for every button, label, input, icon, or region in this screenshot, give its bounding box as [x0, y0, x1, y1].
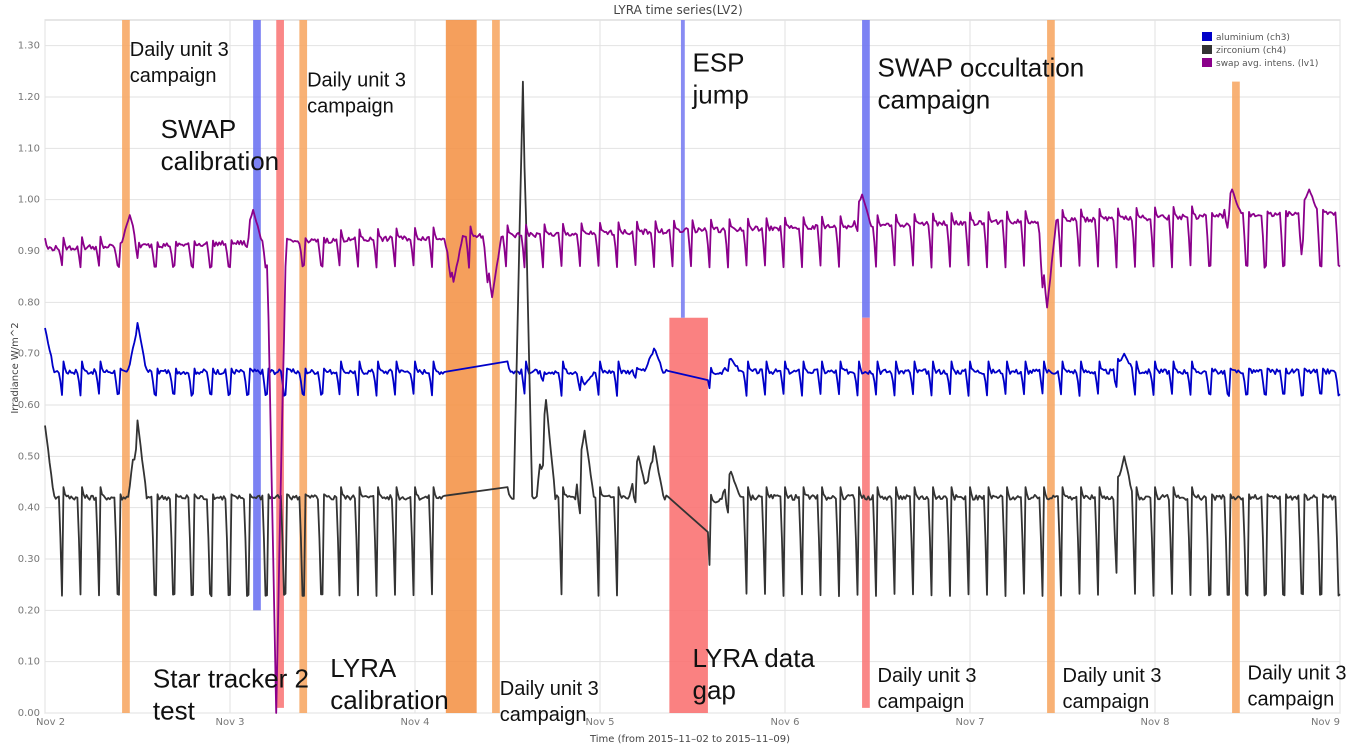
- x-axis-label: Time (from 2015–11–02 to 2015–11–09): [589, 734, 790, 745]
- annotation-label: SWAP occultation: [878, 52, 1085, 82]
- legend-swatch: [1202, 58, 1212, 67]
- x-tick-label: Nov 4: [400, 717, 429, 728]
- y-tick-label: 0.10: [18, 657, 40, 668]
- annotation-label: campaign: [1248, 689, 1335, 711]
- shaded-region: [862, 317, 870, 708]
- x-tick-label: Nov 6: [770, 717, 799, 728]
- annotations: Daily unit 3campaignSWAPcalibrationDaily…: [130, 39, 1347, 726]
- y-tick-label: 0.00: [18, 708, 40, 719]
- x-tick-label: Nov 5: [585, 717, 614, 728]
- annotation-label: Daily unit 3: [500, 678, 599, 700]
- annotation-label: Daily unit 3: [307, 70, 406, 92]
- annotation-label: ESP: [693, 47, 745, 77]
- x-tick-label: Nov 3: [215, 717, 244, 728]
- y-tick-label: 1.00: [18, 195, 40, 206]
- chart-title: LYRA time series(LV2): [613, 3, 742, 17]
- y-tick-label: 0.30: [18, 554, 40, 565]
- annotation-label: Daily unit 3: [1248, 663, 1347, 685]
- annotation-label: jump: [692, 79, 749, 109]
- shaded-region: [299, 20, 308, 713]
- y-axis-label: Irradiance W/m^2: [10, 322, 21, 413]
- series-line: [44, 322, 1341, 397]
- x-tick-label: Nov 9: [1311, 717, 1340, 728]
- annotation-label: campaign: [500, 704, 587, 726]
- annotation-label: campaign: [130, 65, 217, 87]
- y-tick-label: 0.80: [18, 297, 40, 308]
- shaded-region: [445, 20, 477, 713]
- annotation-label: LYRA data: [693, 643, 816, 673]
- series-line: [44, 80, 1341, 598]
- legend-label: zirconium (ch4): [1216, 46, 1286, 56]
- shaded-regions: [122, 20, 1240, 714]
- x-tick-label: Nov 8: [1140, 717, 1169, 728]
- legend-label: aluminium (ch3): [1216, 33, 1290, 43]
- y-tick-label: 0.90: [18, 246, 40, 257]
- annotation-label: campaign: [878, 691, 965, 713]
- y-tick-label: 0.50: [18, 451, 40, 462]
- y-tick-label: 1.20: [18, 92, 40, 103]
- legend-label: swap avg. intens. (lv1): [1216, 59, 1318, 69]
- shaded-region: [862, 20, 870, 318]
- annotation-label: LYRA: [330, 653, 397, 683]
- series-line: [44, 188, 1341, 714]
- x-tick-label: Nov 7: [955, 717, 984, 728]
- annotation-label: Daily unit 3: [130, 39, 229, 61]
- annotation-label: Daily unit 3: [878, 665, 977, 687]
- y-tick-label: 0.60: [18, 400, 40, 411]
- shaded-region: [276, 20, 284, 708]
- legend-swatch: [1202, 32, 1212, 41]
- annotation-label: Daily unit 3: [1063, 665, 1162, 687]
- legend: aluminium (ch3) zirconium (ch4) swap avg. …: [1202, 32, 1318, 69]
- shaded-region: [1232, 81, 1240, 714]
- y-tick-label: 0.20: [18, 605, 40, 616]
- annotation-label: gap: [693, 675, 736, 705]
- annotation-label: campaign: [1063, 691, 1150, 713]
- y-tick-label: 1.30: [18, 41, 40, 52]
- annotation-label: campaign: [878, 84, 991, 114]
- annotation-label: SWAP: [161, 114, 237, 144]
- axis-ticks: 0.00 0.10 0.20 0.30 0.40 0.50 0.60 0.70 0.80 0.90…: [18, 41, 1340, 728]
- annotation-label: test: [153, 695, 196, 725]
- y-tick-label: 1.10: [18, 143, 40, 154]
- shaded-region: [680, 20, 685, 318]
- annotation-label: calibration: [161, 146, 280, 176]
- y-tick-label: 0.40: [18, 503, 40, 514]
- annotation-label: campaign: [307, 96, 394, 118]
- annotation-label: Star tracker 2: [153, 663, 309, 693]
- shaded-region: [122, 20, 130, 713]
- annotation-label: calibration: [330, 685, 449, 715]
- shaded-region: [253, 20, 261, 611]
- series-lines: [44, 80, 1341, 714]
- shaded-region: [1047, 20, 1055, 713]
- y-tick-label: 0.70: [18, 349, 40, 360]
- legend-swatch: [1202, 45, 1212, 54]
- shaded-region: [492, 20, 500, 713]
- x-tick-label: Nov 2: [36, 717, 65, 728]
